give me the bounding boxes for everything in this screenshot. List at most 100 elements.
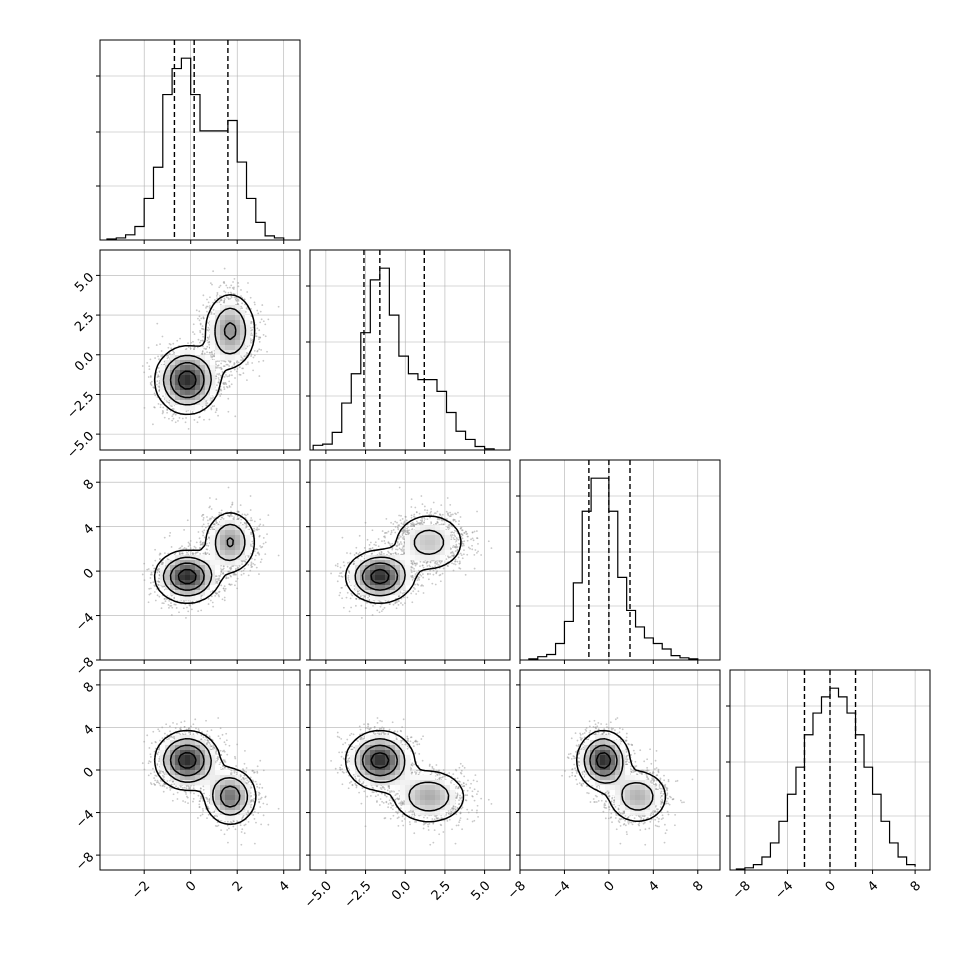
contour-level-3 — [177, 370, 197, 390]
density-cell — [160, 370, 166, 376]
scatter-point — [208, 536, 211, 539]
scatter-point — [245, 352, 248, 354]
density-cell — [225, 320, 231, 326]
scatter-point — [259, 545, 261, 547]
scatter-point — [258, 338, 260, 341]
scatter-point — [258, 573, 260, 575]
contour-level-2 — [169, 321, 237, 399]
scatter-point — [220, 362, 223, 365]
scatter-point — [253, 520, 256, 523]
scatter-point — [233, 363, 236, 366]
scatter-point — [216, 384, 218, 387]
scatter-point — [156, 594, 159, 597]
scatter-point — [160, 355, 162, 357]
scatter-point — [234, 298, 237, 301]
scatter-point — [253, 303, 256, 306]
scatter-point — [241, 357, 244, 360]
density-cell — [175, 385, 181, 391]
scatter-point — [235, 370, 238, 373]
density-cell — [165, 375, 171, 381]
scatter-point — [172, 350, 175, 353]
scatter-point — [204, 348, 207, 351]
scatter-point — [212, 354, 215, 357]
scatter-point — [212, 605, 215, 608]
scatter-point — [201, 345, 204, 348]
density-cell — [205, 380, 211, 386]
density-cell — [210, 385, 216, 391]
scatter-point — [246, 379, 248, 382]
scatter-point — [218, 286, 221, 289]
scatter-point — [252, 369, 255, 372]
scatter-point — [258, 348, 261, 351]
histogram-1 — [312, 267, 495, 450]
scatter-point — [253, 349, 256, 352]
scatter-point — [210, 355, 213, 358]
scatter-point — [246, 513, 249, 516]
density-cell — [160, 385, 166, 391]
density-cell — [205, 355, 211, 361]
scatter-point — [193, 419, 196, 421]
scatter-point — [166, 357, 169, 360]
scatter-point — [203, 529, 206, 532]
scatter-point — [220, 584, 223, 587]
scatter-point — [250, 322, 253, 325]
scatter-point — [247, 363, 249, 365]
scatter-point — [193, 347, 195, 350]
scatter-point — [149, 592, 152, 595]
density-cell — [160, 375, 166, 381]
scatter-point — [183, 547, 186, 549]
scatter-point — [215, 407, 218, 410]
scatter-point — [155, 588, 158, 590]
density-cell — [160, 380, 166, 386]
scatter-point — [264, 553, 267, 556]
scatter-point — [250, 332, 253, 335]
scatter-point — [262, 542, 265, 545]
density-cell — [190, 350, 196, 356]
scatter-point — [203, 347, 206, 350]
scatter-point — [218, 379, 220, 381]
scatter-point — [186, 551, 188, 554]
density-cell — [215, 330, 221, 336]
scatter-point — [223, 301, 226, 304]
scatter-point — [215, 375, 217, 378]
density-cell — [180, 400, 186, 406]
scatter-point — [162, 395, 164, 398]
scatter-point — [251, 321, 253, 323]
scatter-point — [199, 541, 202, 544]
scatter-point — [228, 380, 231, 383]
scatter-point — [154, 394, 157, 397]
scatter-point — [219, 295, 221, 297]
scatter-point — [247, 563, 250, 566]
scatter-point — [150, 384, 153, 387]
scatter-point — [159, 406, 162, 409]
scatter-point — [163, 598, 166, 600]
scatter-point — [143, 371, 146, 374]
scatter-point — [173, 412, 176, 415]
scatter-point — [205, 404, 207, 407]
scatter-point — [235, 580, 237, 583]
scatter-point — [206, 345, 209, 348]
scatter-point — [141, 365, 144, 367]
panel-0-0 — [96, 39, 301, 244]
scatter-point — [155, 344, 158, 346]
density-cell — [170, 365, 176, 371]
density-cell — [210, 345, 216, 351]
density-cell — [185, 385, 191, 391]
scatter-point — [222, 587, 225, 590]
scatter-point — [172, 342, 175, 345]
scatter-point — [167, 346, 170, 349]
scatter-point — [213, 312, 216, 315]
scatter-point — [230, 370, 232, 373]
scatter-point — [184, 348, 187, 351]
scatter-point — [240, 573, 243, 576]
panel-1-1 — [306, 249, 511, 454]
scatter-point — [231, 365, 234, 368]
scatter-point — [171, 405, 173, 408]
scatter-point — [241, 560, 244, 563]
density-cell — [235, 340, 241, 346]
scatter-point — [223, 365, 226, 368]
scatter-point — [157, 374, 160, 377]
scatter-point — [258, 340, 261, 343]
scatter-point — [168, 599, 171, 602]
